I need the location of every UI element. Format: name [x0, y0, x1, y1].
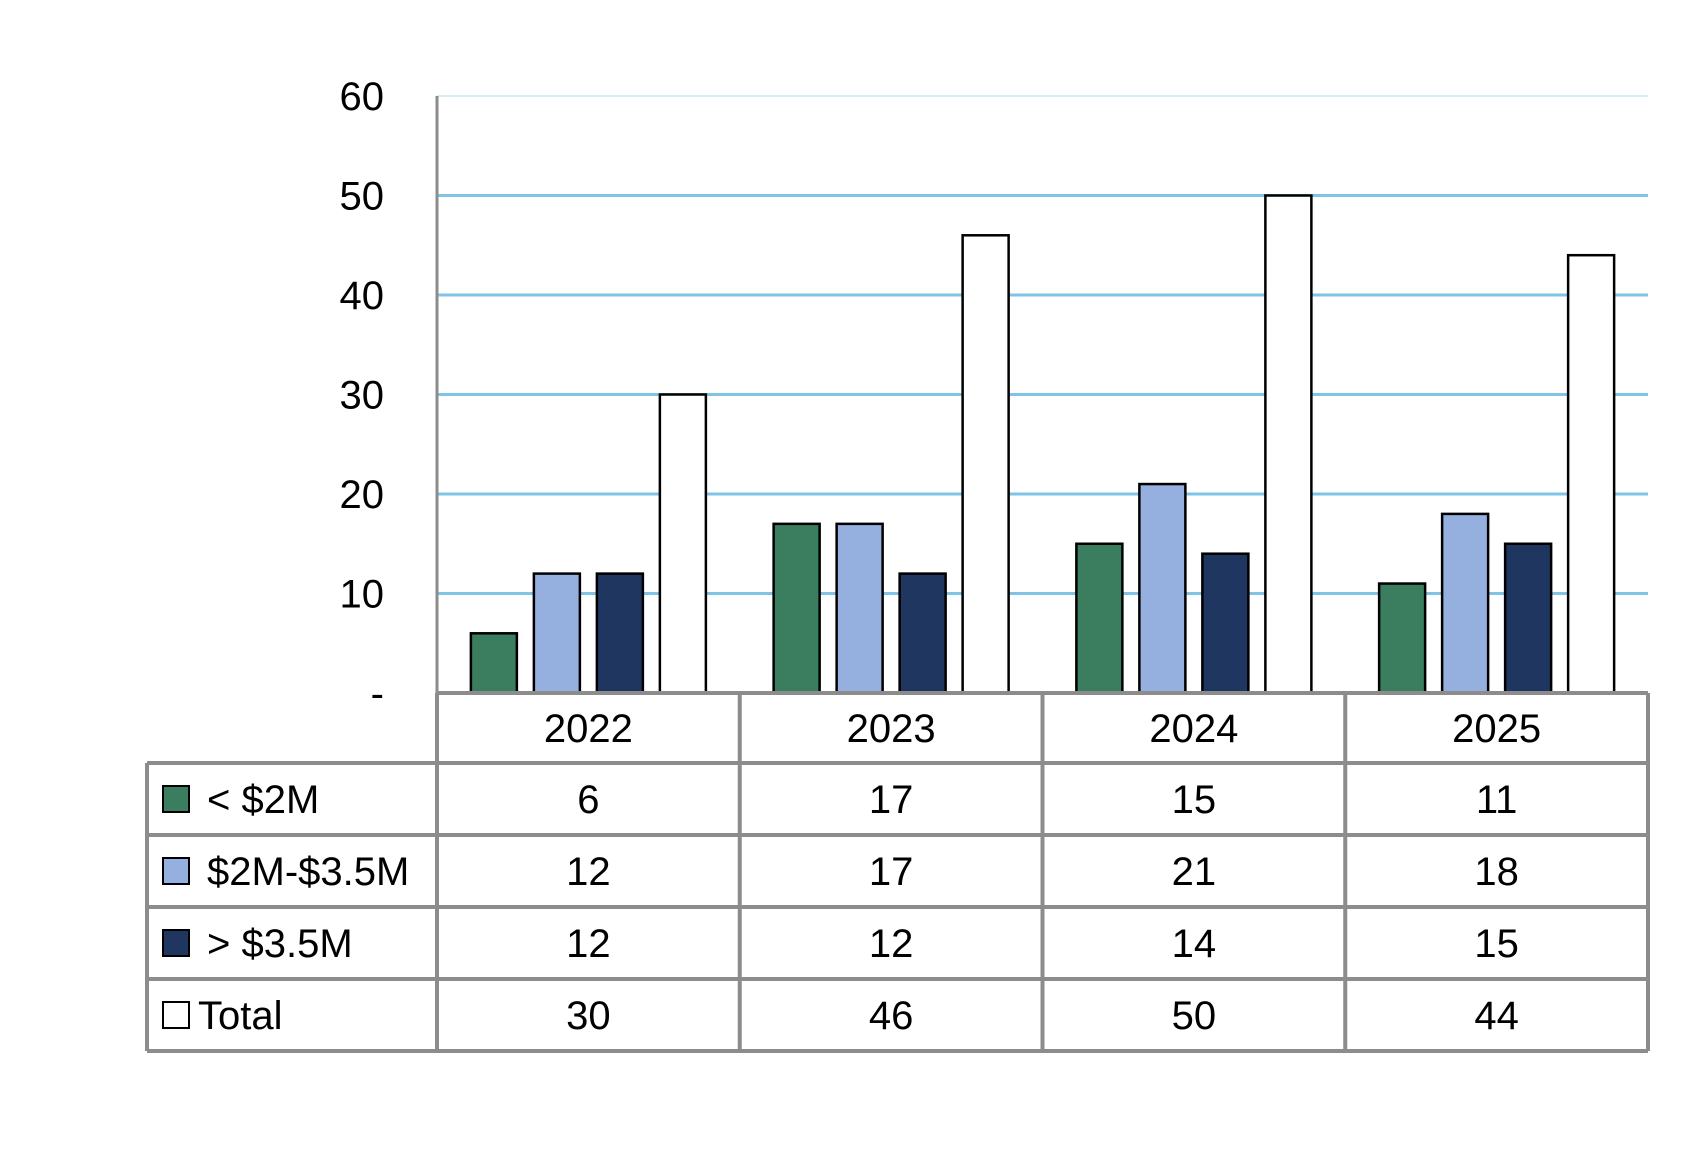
- data-label: 12: [566, 850, 611, 894]
- legend-swatch: [162, 785, 190, 813]
- bar: [835, 522, 884, 695]
- y-tick-label: 50: [340, 175, 385, 219]
- y-axis-ticks: - 10 20 30 40 50 60: [340, 75, 385, 716]
- data-label: 18: [1474, 850, 1519, 894]
- y-tick-label: -: [371, 672, 384, 716]
- bar: [532, 572, 582, 695]
- x-tick-label: 2023: [847, 707, 936, 751]
- bar: [1075, 542, 1124, 695]
- bar: [1440, 512, 1490, 695]
- bar: [772, 522, 821, 695]
- bar: [1264, 194, 1313, 695]
- data-label: 11: [1476, 778, 1518, 822]
- data-label: 44: [1474, 994, 1519, 1038]
- x-tick-label: 2024: [1149, 707, 1238, 751]
- legend-swatch: [162, 929, 190, 957]
- bar: [1201, 552, 1250, 695]
- data-label: 12: [869, 922, 914, 966]
- data-label: 17: [869, 850, 914, 894]
- data-label: 14: [1172, 922, 1217, 966]
- data-label: 46: [869, 994, 914, 1038]
- bar: [1377, 582, 1427, 695]
- y-tick-label: 20: [340, 473, 385, 517]
- bar: [961, 234, 1010, 695]
- bars: [469, 194, 1616, 695]
- y-tick-label: 40: [340, 274, 385, 318]
- x-tick-label: 2022: [544, 707, 633, 751]
- legend-label: < $2M: [207, 778, 319, 822]
- y-tick-label: 10: [340, 573, 385, 617]
- bar: [595, 572, 645, 695]
- bar: [1503, 542, 1553, 695]
- data-label: 6: [577, 778, 599, 822]
- data-label: 12: [566, 922, 611, 966]
- bar: [658, 393, 708, 695]
- data-table: 2022 2023 2024 2025 < $2M 6 17 15 11 $2M-$3.5M 12 1…: [145, 691, 1650, 1053]
- y-tick-label: 60: [340, 75, 385, 119]
- x-tick-label: 2025: [1452, 707, 1541, 751]
- bar: [1566, 253, 1616, 695]
- data-label: 50: [1172, 994, 1217, 1038]
- data-label: 17: [869, 778, 914, 822]
- bar: [1138, 482, 1187, 695]
- legend-label: Total: [198, 994, 283, 1038]
- y-tick-label: 30: [340, 374, 385, 418]
- bar: [898, 572, 947, 695]
- legend-swatch: [162, 1001, 190, 1029]
- bar: [469, 632, 519, 695]
- data-label: 30: [566, 994, 611, 1038]
- legend-label: $2M-$3.5M: [207, 850, 409, 894]
- data-label: 15: [1172, 778, 1217, 822]
- data-label: 15: [1474, 922, 1519, 966]
- legend-label: > $3.5M: [207, 922, 353, 966]
- data-label: 21: [1172, 850, 1217, 894]
- legend-swatch: [162, 857, 190, 885]
